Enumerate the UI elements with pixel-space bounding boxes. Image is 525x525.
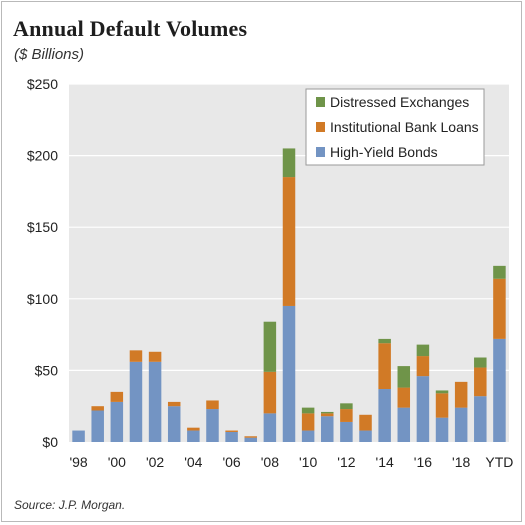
x-tick-label: YTD (485, 454, 513, 470)
x-tick-label: '06 (222, 454, 240, 470)
y-tick-label: $200 (27, 148, 58, 164)
bar-institutional-bank-loans-2007 (244, 436, 257, 438)
bar-high-yield-bonds-2017 (435, 417, 449, 442)
chart-subtitle: ($ Billions) (14, 46, 85, 63)
bar-institutional-bank-loans-2010 (301, 413, 315, 431)
bar-high-yield-bonds-2016 (416, 376, 430, 442)
bar-institutional-bank-loans-2006 (225, 430, 238, 432)
bar-institutional-bank-loans-2000 (110, 391, 124, 402)
bar-institutional-bank-loans-2017 (435, 393, 449, 418)
bar-distressed-exchanges-2016 (416, 344, 430, 357)
bar-institutional-bank-loans-ytd (493, 278, 506, 339)
legend-box (305, 88, 485, 166)
legend-label: Distressed Exchanges (330, 94, 469, 110)
bar-distressed-exchanges-2009 (282, 148, 296, 178)
legend: Distressed Exchanges Institutional Bank L… (305, 88, 485, 166)
bar-high-yield-bonds-2006 (225, 431, 238, 442)
bar-high-yield-bonds-2004 (187, 430, 200, 442)
x-tick-label: '00 (108, 454, 126, 470)
bar-high-yield-bonds-2005 (206, 409, 219, 442)
bar-institutional-bank-loans-2016 (416, 356, 430, 377)
bar-institutional-bank-loans-2012 (340, 409, 353, 422)
bar-institutional-bank-loans-2004 (187, 427, 200, 431)
bar-institutional-bank-loans-2005 (206, 400, 219, 410)
y-axis: $0 $50 $100 $150 $200 $250 (27, 76, 58, 450)
x-tick-label: '16 (414, 454, 432, 470)
bar-institutional-bank-loans-2011 (321, 413, 334, 417)
x-tick-label: '98 (69, 454, 87, 470)
bar-high-yield-bonds-2003 (167, 406, 181, 442)
bar-distressed-exchanges-2008 (263, 321, 277, 372)
bar-high-yield-bonds-2011 (321, 416, 334, 442)
bar-high-yield-bonds-2009 (282, 305, 296, 442)
bar-high-yield-bonds-1998 (72, 430, 85, 442)
bar-high-yield-bonds-2013 (359, 430, 372, 442)
bar-high-yield-bonds-2014 (378, 389, 391, 442)
bar-high-yield-bonds-2018 (454, 407, 468, 442)
x-tick-label: '08 (261, 454, 279, 470)
bar-high-yield-bonds-2012 (340, 421, 353, 442)
y-tick-label: $150 (27, 219, 58, 235)
y-tick-label: $250 (27, 76, 58, 92)
bar-high-yield-bonds-2007 (244, 437, 257, 442)
x-tick-label: '04 (184, 454, 202, 470)
bar-distressed-exchanges-2011 (321, 411, 334, 414)
bar-high-yield-bonds-2002 (148, 361, 162, 442)
bar-institutional-bank-loans-2003 (167, 401, 181, 407)
bar-distressed-exchanges-2010 (301, 407, 315, 414)
legend-label: Institutional Bank Loans (330, 119, 479, 135)
bars (72, 148, 506, 442)
bar-institutional-bank-loans-2009 (282, 177, 296, 306)
y-tick-label: $100 (27, 291, 58, 307)
x-tick-label: '10 (299, 454, 317, 470)
source-note: Source: J.P. Morgan. (14, 498, 126, 512)
bar-institutional-bank-loans-2019 (474, 367, 487, 397)
legend-swatch (316, 147, 325, 157)
y-tick-label: $50 (35, 362, 59, 378)
bar-institutional-bank-loans-1999 (91, 406, 104, 411)
legend-label: High-Yield Bonds (330, 144, 438, 160)
bar-institutional-bank-loans-2008 (263, 371, 277, 414)
bar-high-yield-bonds-2019 (474, 396, 487, 442)
bar-distressed-exchanges-2012 (340, 403, 353, 410)
chart-title: Annual Default Volumes (13, 16, 248, 41)
x-tick-label: '02 (146, 454, 164, 470)
legend-swatch (316, 122, 325, 132)
bar-distressed-exchanges-ytd (493, 265, 506, 279)
bar-high-yield-bonds-2001 (129, 361, 143, 442)
bar-institutional-bank-loans-2013 (359, 414, 372, 431)
bar-high-yield-bonds-2000 (110, 401, 124, 442)
bar-institutional-bank-loans-2002 (148, 351, 162, 362)
bar-high-yield-bonds-2008 (263, 413, 277, 442)
bar-distressed-exchanges-2019 (474, 357, 487, 368)
x-tick-label: '14 (376, 454, 394, 470)
bar-institutional-bank-loans-2015 (397, 387, 411, 408)
legend-swatch (316, 97, 325, 107)
x-tick-label: '12 (337, 454, 355, 470)
bar-high-yield-bonds-1999 (91, 410, 104, 442)
bar-high-yield-bonds-2015 (397, 407, 411, 442)
bar-distressed-exchanges-2015 (397, 366, 411, 388)
bar-distressed-exchanges-2017 (435, 390, 449, 394)
bar-institutional-bank-loans-2018 (454, 381, 468, 408)
bar-high-yield-bonds-2010 (301, 430, 315, 442)
bar-institutional-bank-loans-2014 (378, 343, 391, 390)
bar-institutional-bank-loans-2001 (129, 350, 143, 362)
bar-high-yield-bonds-ytd (493, 338, 506, 442)
bar-distressed-exchanges-2014 (378, 338, 391, 344)
x-tick-label: '18 (452, 454, 470, 470)
x-axis: '98 '00 '02 '04 '06 '08 '10 '12 '14 '16 '18 YTD (69, 454, 513, 470)
y-tick-label: $0 (42, 434, 58, 450)
